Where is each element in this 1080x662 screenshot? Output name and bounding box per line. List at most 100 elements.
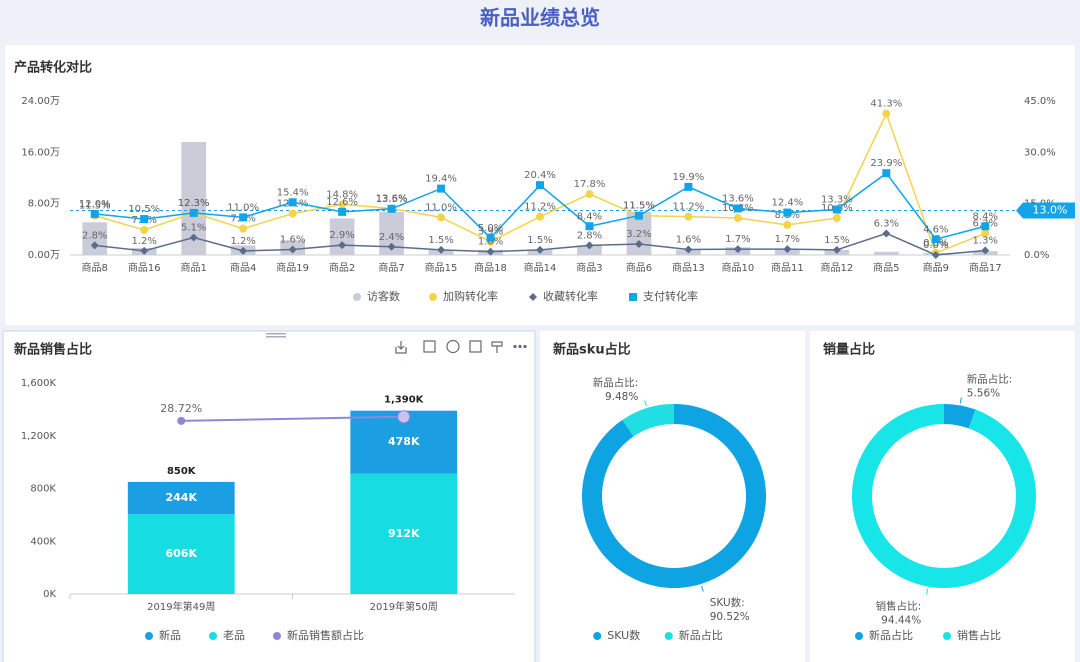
marker: [931, 251, 940, 259]
marker: [536, 245, 544, 254]
marker: [783, 208, 792, 217]
marker: [189, 233, 198, 242]
chart-title: 产品转化对比: [14, 60, 92, 76]
data-label: 912K: [388, 527, 420, 540]
marker: [140, 246, 149, 255]
data-label: 13.5%: [376, 194, 408, 205]
y2-tick-label: 0.0%: [1024, 250, 1049, 261]
marker: [486, 233, 495, 242]
marker: [733, 214, 742, 223]
marker: [338, 207, 347, 216]
legend-label: 支付转化率: [643, 289, 698, 303]
slice-label: 新品占比:: [967, 373, 1013, 386]
data-label: 28.72%: [160, 402, 202, 415]
data-label: 19.9%: [673, 172, 705, 183]
data-label: 1.7%: [725, 234, 750, 245]
marker: [437, 184, 446, 193]
y2-tick-label: 45.0%: [1024, 96, 1056, 107]
marker: [733, 245, 742, 254]
total-label: 850K: [167, 466, 197, 477]
data-label: 3.2%: [626, 229, 651, 240]
legend-label: 老品: [223, 629, 245, 642]
drag-handle[interactable]: [266, 333, 286, 335]
data-label: 11.5%: [79, 201, 111, 212]
marker: [387, 204, 396, 213]
fullscreen-icon[interactable]: [423, 340, 436, 353]
marker: [140, 215, 149, 224]
donut-segment: [944, 404, 976, 429]
marker: [634, 240, 643, 249]
x-tick-label: 商品19: [276, 261, 309, 274]
y-tick-label: 800K: [30, 484, 56, 495]
chart-title: 新品sku占比: [553, 342, 631, 358]
data-label: 0.0%: [923, 240, 948, 251]
chart-title: 销量占比: [823, 342, 875, 358]
data-label: 0.6%: [923, 238, 948, 249]
data-label: 11.2%: [673, 202, 705, 213]
data-label: 8.4%: [973, 211, 998, 222]
more-icon[interactable]: [513, 344, 517, 349]
data-label: 4.6%: [923, 224, 948, 235]
marker: [585, 190, 594, 199]
marker: [981, 229, 990, 238]
x-tick-label: 商品7: [378, 261, 404, 274]
y-tick-label: 8.00万: [28, 199, 60, 210]
data-label: 2.8%: [82, 230, 107, 241]
marker: [593, 632, 602, 640]
data-label: 12.6%: [326, 197, 358, 208]
marker: [288, 198, 297, 207]
marker: [338, 200, 347, 209]
data-label: 15.4%: [277, 187, 309, 198]
y2-tick-label: 30.0%: [1024, 147, 1056, 158]
x-tick-label: 商品3: [576, 261, 602, 274]
marker: [585, 222, 594, 231]
marker: [882, 109, 891, 118]
data-label: 11.2%: [524, 202, 556, 213]
marker: [832, 214, 841, 223]
data-label: 11.5%: [623, 201, 655, 212]
marker: [209, 632, 217, 640]
info-icon[interactable]: [446, 339, 460, 354]
marker: [882, 229, 891, 238]
marker: [981, 222, 990, 231]
x-tick-label: 商品8: [82, 261, 108, 274]
x-tick-label: 商品17: [969, 261, 1002, 274]
marker: [437, 245, 446, 254]
slice-label: 销售占比:: [876, 599, 922, 612]
marker: [429, 293, 437, 301]
data-label: 11.0%: [227, 202, 259, 213]
legend-label: 销售占比: [957, 628, 1001, 642]
data-label: 23.9%: [870, 158, 902, 169]
legend-label: 加购转化率: [443, 289, 498, 303]
x-tick-label: 商品13: [672, 261, 705, 274]
marker: [733, 204, 742, 213]
slice-value: 94.44%: [881, 614, 921, 626]
table-icon[interactable]: [469, 340, 482, 353]
leader-line: [959, 397, 962, 404]
marker: [981, 246, 990, 255]
data-label: 12.3%: [178, 198, 210, 209]
more-icon: [518, 344, 522, 349]
data-label: 19.4%: [425, 174, 457, 185]
slice-value: 90.52%: [710, 611, 750, 623]
marker: [634, 211, 643, 220]
marker: [783, 220, 792, 229]
data-label: 606K: [166, 547, 198, 560]
marker: [239, 246, 248, 255]
data-label: 1.3%: [973, 236, 998, 247]
x-tick-label: 商品10: [722, 261, 755, 274]
slice-label: SKU数:: [710, 596, 745, 609]
data-label: 17.8%: [574, 179, 606, 190]
marker: [783, 245, 792, 254]
data-label: 12.3%: [178, 198, 210, 209]
style-icon[interactable]: [491, 341, 503, 353]
bar: [577, 245, 602, 255]
marker: [145, 632, 153, 640]
legend-label: 新品占比: [679, 628, 723, 642]
export-icon[interactable]: [395, 341, 407, 354]
chart-title: 新品销售占比: [14, 342, 92, 358]
marker: [486, 247, 495, 256]
drag-handle: [266, 336, 286, 338]
marker: [629, 293, 637, 301]
